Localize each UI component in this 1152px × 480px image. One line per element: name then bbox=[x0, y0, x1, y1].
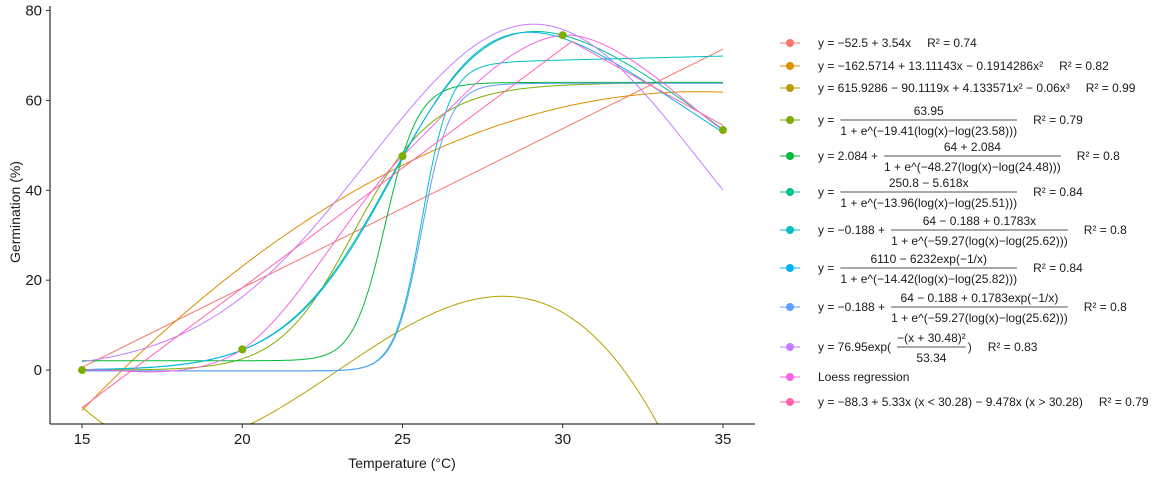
legend-equation-numerator: −(x + 30.48)² bbox=[897, 331, 966, 345]
x-axis-title: Temperature (°C) bbox=[348, 455, 456, 471]
series-line-quadratic bbox=[81, 91, 724, 411]
legend-equation-numerator: 63.95 bbox=[914, 104, 944, 118]
legend-key-point bbox=[786, 116, 794, 124]
legend-item-logistic-exp-5p: y = −0.188 + 64 − 0.188 + 0.1783exp(−1/x)… bbox=[780, 291, 1127, 325]
legend-equation-prefix: y = bbox=[818, 261, 834, 275]
x-tick-label: 15 bbox=[74, 431, 91, 448]
legend-equation-numerator: 64 − 0.188 + 0.1783x bbox=[923, 214, 1036, 228]
legend-equation: y = −162.5714 + 13.11143x − 0.1914286x² bbox=[818, 59, 1043, 73]
legend-equation-numerator: 64 − 0.188 + 0.1783exp(−1/x) bbox=[901, 291, 1059, 305]
legend-equation-prefix: y = bbox=[818, 113, 834, 127]
y-tick-label: 40 bbox=[25, 182, 42, 199]
legend-equation-denominator: 1 + e^(−59.27(log(x)−log(25.62))) bbox=[891, 234, 1068, 248]
data-point bbox=[78, 366, 87, 375]
x-tick-label: 20 bbox=[234, 431, 251, 448]
series-line-gaussian bbox=[81, 23, 724, 363]
legend-r2: R² = 0.79 bbox=[1033, 113, 1083, 127]
series-line-logistic-exp-5p bbox=[82, 82, 723, 372]
x-tick-label: 30 bbox=[554, 431, 571, 448]
legend-key-point bbox=[786, 264, 794, 272]
legend-equation: y = 615.9286 − 90.1119x + 4.133571x² − 0… bbox=[818, 81, 1070, 95]
legend-equation: Loess regression bbox=[818, 370, 909, 384]
legend-equation-prefix: y = 76.95exp( bbox=[818, 340, 891, 354]
legend-item-loess: Loess regression bbox=[780, 370, 909, 384]
legend: y = −52.5 + 3.54x R² = 0.74 y = −162.5714 … bbox=[780, 36, 1149, 409]
legend-r2: R² = 0.8 bbox=[1084, 223, 1127, 237]
legend-key-point bbox=[786, 152, 794, 160]
legend-equation-numerator: 250.8 − 5.618x bbox=[889, 176, 969, 190]
legend-item-logistic-5p: y = −0.188 + 64 − 0.188 + 0.1783x 1 + e^(−… bbox=[780, 214, 1127, 248]
data-point bbox=[238, 345, 247, 354]
legend-r2: R² = 0.74 bbox=[927, 36, 977, 50]
legend-key-point bbox=[786, 62, 794, 70]
data-point bbox=[558, 31, 567, 40]
legend-key-point bbox=[786, 303, 794, 311]
legend-key-point bbox=[786, 373, 794, 381]
series-line-logistic-5p bbox=[82, 55, 724, 372]
y-axis: 0 20 40 60 80 bbox=[25, 2, 51, 424]
legend-item-logistic-3p: y = 63.95 1 + e^(−19.41(log(x)−log(23.58))… bbox=[780, 104, 1083, 138]
legend-key-point bbox=[786, 39, 794, 47]
series-line-segmented bbox=[81, 41, 724, 408]
x-tick-label: 35 bbox=[715, 431, 732, 448]
x-axis: 15 20 25 30 35 bbox=[50, 423, 755, 448]
legend-equation-denominator: 1 + e^(−59.27(log(x)−log(25.62))) bbox=[891, 311, 1068, 325]
series-line-loess bbox=[81, 34, 724, 373]
legend-equation-numerator: 64 + 2.084 bbox=[944, 140, 1001, 154]
legend-r2: R² = 0.8 bbox=[1077, 149, 1120, 163]
legend-r2: R² = 0.84 bbox=[1033, 185, 1083, 199]
y-tick-label: 20 bbox=[25, 272, 42, 289]
legend-equation: y = −88.3 + 5.33x (x < 30.28) − 9.478x (… bbox=[818, 395, 1083, 409]
y-tick-label: 0 bbox=[34, 362, 42, 379]
legend-equation-denominator: 1 + e^(−19.41(log(x)−log(23.58))) bbox=[840, 124, 1017, 138]
legend-item-cubic: y = 615.9286 − 90.1119x + 4.133571x² − 0… bbox=[780, 81, 1136, 95]
legend-equation-suffix: ) bbox=[968, 340, 972, 354]
legend-key-point bbox=[786, 84, 794, 92]
y-tick-label: 80 bbox=[25, 2, 42, 19]
legend-item-logistic-exp: y = 6110 − 6232exp(−1/x) 1 + e^(−14.42(log… bbox=[780, 252, 1083, 286]
legend-r2: R² = 0.82 bbox=[1059, 59, 1109, 73]
legend-equation-denominator: 1 + e^(−48.27(log(x)−log(24.48))) bbox=[884, 160, 1061, 174]
legend-r2: R² = 0.83 bbox=[988, 340, 1038, 354]
legend-key-point bbox=[786, 226, 794, 234]
legend-equation-prefix: y = −0.188 + bbox=[818, 223, 885, 237]
legend-key-point bbox=[786, 398, 794, 406]
legend-equation-denominator: 53.34 bbox=[916, 351, 946, 365]
legend-item-gaussian: y = 76.95exp( −(x + 30.48)² 53.34) R² = 0.8… bbox=[780, 331, 1038, 365]
data-point bbox=[718, 126, 727, 135]
series-line-logistic-3p bbox=[82, 82, 723, 371]
legend-r2: R² = 0.84 bbox=[1033, 261, 1083, 275]
legend-item-linear: y = −52.5 + 3.54x R² = 0.74 bbox=[780, 36, 977, 50]
plot-area bbox=[78, 23, 727, 425]
legend-r2: R² = 0.79 bbox=[1099, 395, 1149, 409]
y-tick-label: 60 bbox=[25, 92, 42, 109]
legend-equation-prefix: y = −0.188 + bbox=[818, 300, 885, 314]
legend-equation-prefix: y = bbox=[818, 185, 834, 199]
legend-item-segmented: y = −88.3 + 5.33x (x < 30.28) − 9.478x (… bbox=[780, 395, 1149, 409]
y-axis-title: Germination (%) bbox=[7, 161, 23, 263]
legend-item-logistic-linear: y = 250.8 − 5.618x 1 + e^(−13.96(log(x)−lo… bbox=[780, 176, 1083, 210]
legend-equation-numerator: 6110 − 6232exp(−1/x) bbox=[870, 252, 987, 266]
legend-equation-prefix: y = 2.084 + bbox=[818, 149, 878, 163]
legend-equation: y = −52.5 + 3.54x bbox=[818, 36, 911, 50]
legend-r2: R² = 0.8 bbox=[1084, 300, 1127, 314]
legend-item-quadratic: y = −162.5714 + 13.11143x − 0.1914286x² R… bbox=[780, 59, 1109, 73]
x-tick-label: 25 bbox=[394, 431, 411, 448]
legend-equation-denominator: 1 + e^(−14.42(log(x)−log(25.82))) bbox=[840, 272, 1017, 286]
legend-r2: R² = 0.99 bbox=[1086, 81, 1136, 95]
legend-equation-denominator: 1 + e^(−13.96(log(x)−log(25.51))) bbox=[840, 196, 1017, 210]
data-point bbox=[398, 152, 407, 161]
legend-key-point bbox=[786, 343, 794, 351]
series-line-linear bbox=[81, 48, 724, 368]
legend-item-logistic-4p: y = 2.084 + 64 + 2.084 1 + e^(−48.27(log(x… bbox=[780, 140, 1120, 174]
legend-key-point bbox=[786, 188, 794, 196]
